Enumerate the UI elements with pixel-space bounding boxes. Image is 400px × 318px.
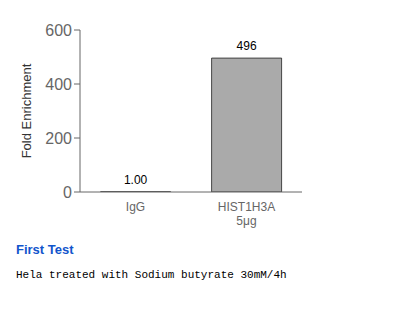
svg-text:496: 496 xyxy=(237,39,257,53)
svg-text:HIST1H3A5μg: HIST1H3A5μg xyxy=(218,200,275,228)
svg-text:600: 600 xyxy=(45,22,72,39)
svg-text:Fold Enrichment: Fold Enrichment xyxy=(19,63,34,158)
html-text:Hela treated with Sodium butyr: Hela treated with Sodium butyrate 30mM/4… xyxy=(16,269,287,281)
html-text:First Test: First Test xyxy=(16,242,74,257)
svg-text:1.00: 1.00 xyxy=(124,173,148,187)
svg-text:400: 400 xyxy=(45,76,72,93)
svg-text:0: 0 xyxy=(63,184,72,201)
svg-text:IgG: IgG xyxy=(126,200,145,214)
svg-text:200: 200 xyxy=(45,130,72,147)
